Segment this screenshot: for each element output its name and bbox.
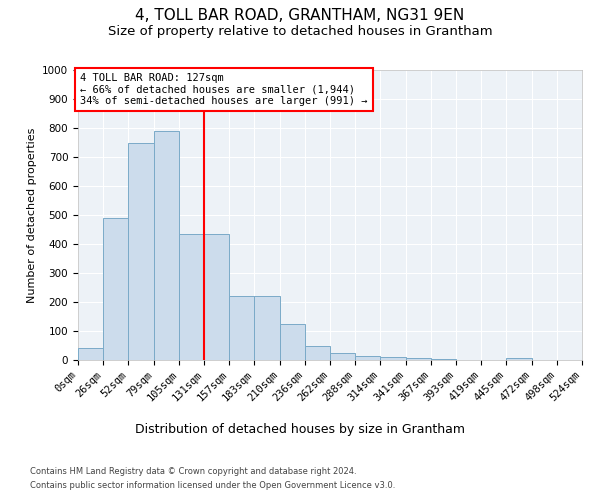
Bar (330, 353, 355, 360)
Bar (103, 218, 128, 360)
Bar (229, 296, 254, 360)
Bar (355, 356, 380, 360)
Text: Contains HM Land Registry data © Crown copyright and database right 2024.: Contains HM Land Registry data © Crown c… (30, 468, 356, 476)
Bar (280, 324, 305, 360)
Bar (406, 358, 431, 360)
Bar (128, 142, 154, 360)
Bar (78, 348, 103, 360)
Bar (305, 346, 330, 360)
Text: 4 TOLL BAR ROAD: 127sqm
← 66% of detached houses are smaller (1,944)
34% of semi: 4 TOLL BAR ROAD: 127sqm ← 66% of detache… (80, 73, 367, 106)
Bar (431, 358, 456, 360)
Bar (506, 358, 532, 360)
Bar (254, 296, 280, 360)
Text: 4, TOLL BAR ROAD, GRANTHAM, NG31 9EN: 4, TOLL BAR ROAD, GRANTHAM, NG31 9EN (136, 8, 464, 22)
Text: Distribution of detached houses by size in Grantham: Distribution of detached houses by size … (135, 422, 465, 436)
Text: Size of property relative to detached houses in Grantham: Size of property relative to detached ho… (107, 25, 493, 38)
Bar (179, 234, 204, 360)
Bar (204, 234, 229, 360)
Bar (154, 131, 179, 360)
Bar (380, 357, 406, 360)
Text: Contains public sector information licensed under the Open Government Licence v3: Contains public sector information licen… (30, 481, 395, 490)
Y-axis label: Number of detached properties: Number of detached properties (26, 128, 37, 302)
